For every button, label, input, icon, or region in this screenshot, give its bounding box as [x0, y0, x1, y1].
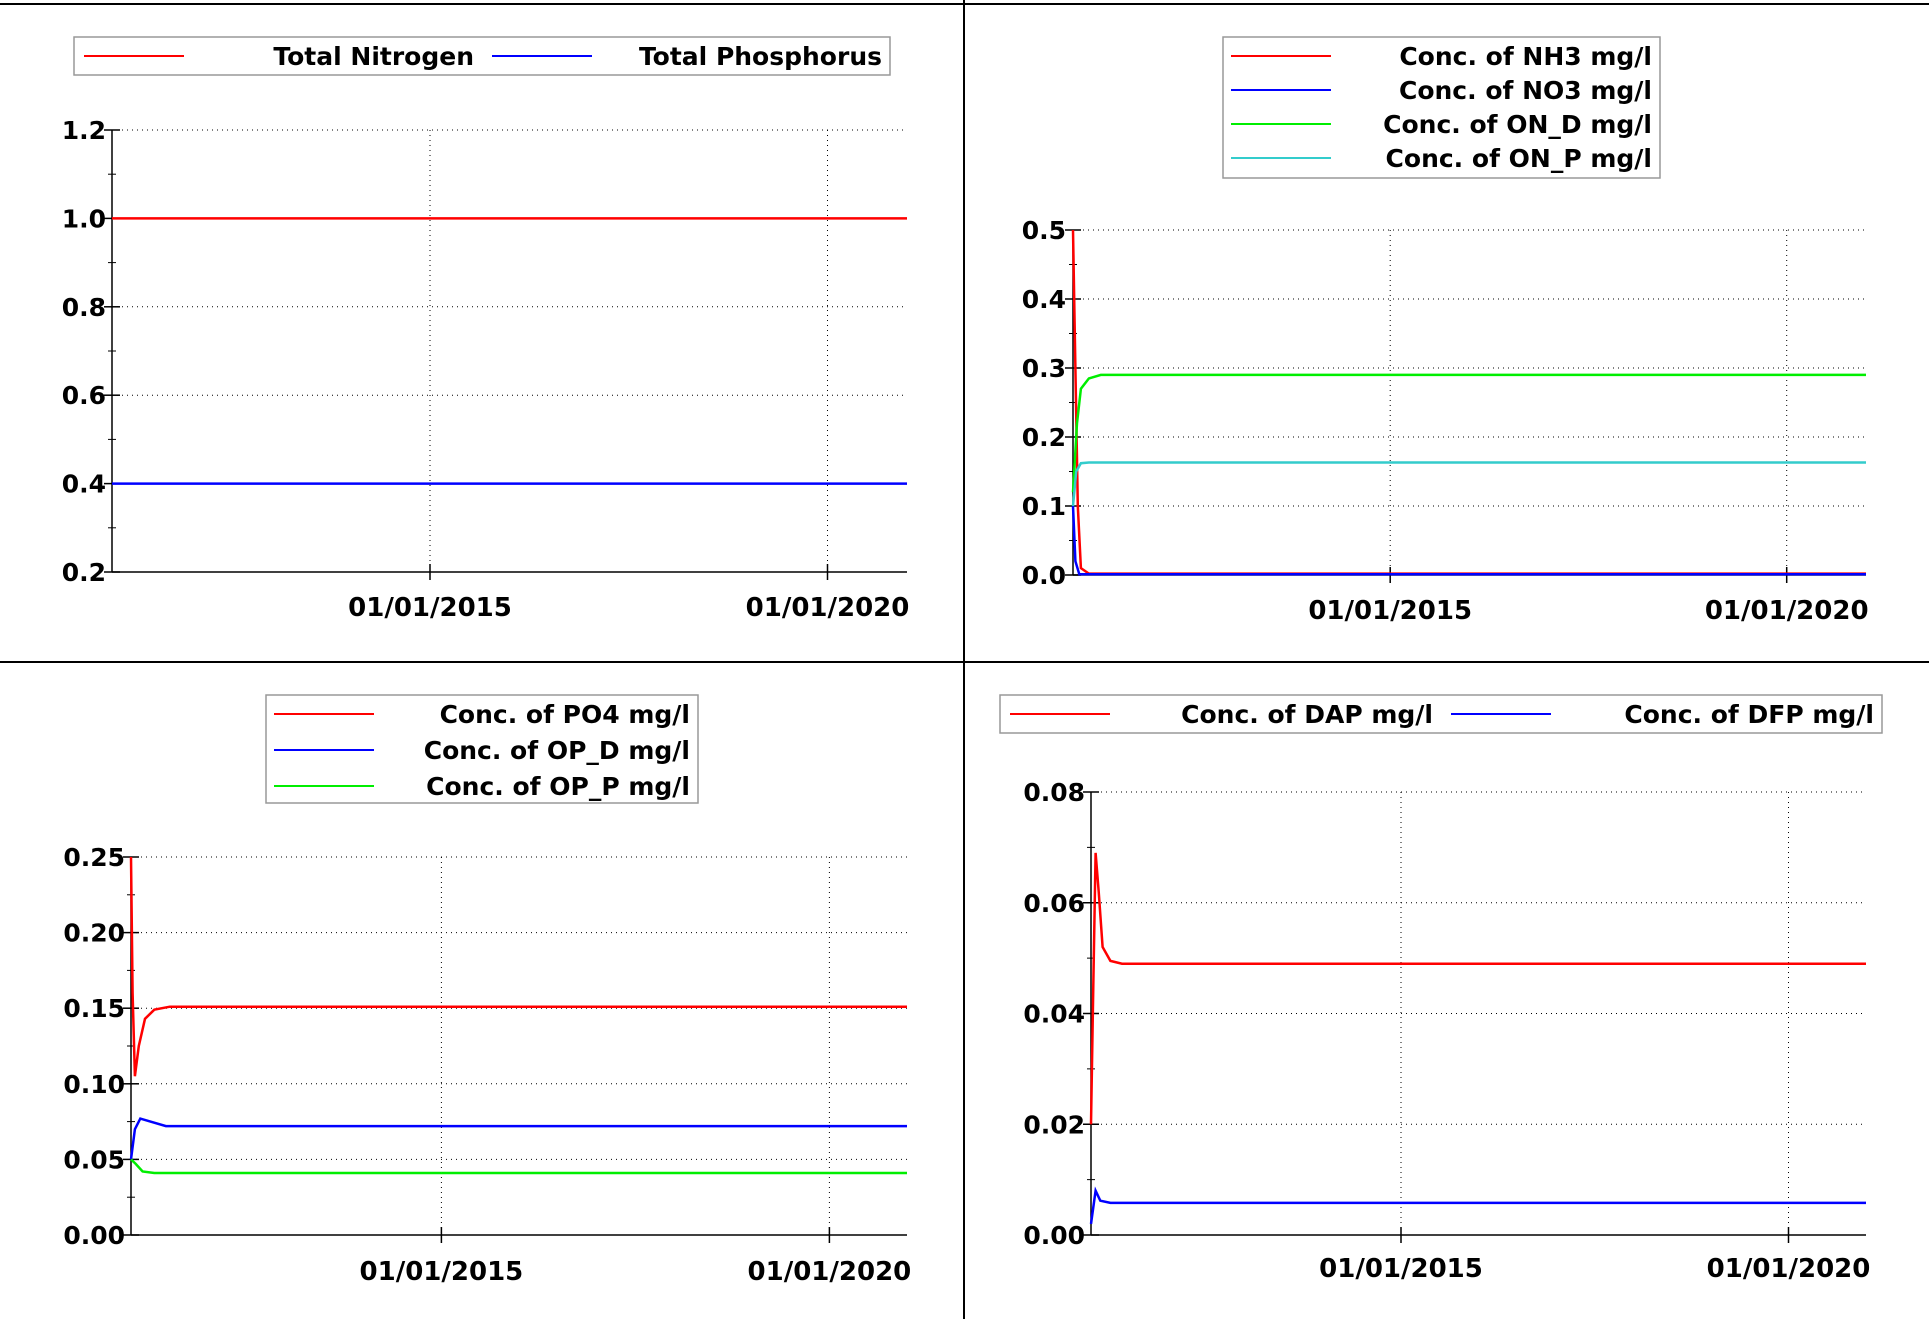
legend: Total Nitrogen Total Phosphorus [73, 36, 891, 76]
chart-panel-3: 0.00 0.05 0.10 0.15 0.20 0.25 01/01/2015 01/01/… [63, 694, 912, 1287]
series-line-1 [1071, 229, 1866, 575]
y-tick-label: 0.0 [1022, 561, 1066, 590]
legend: Conc. of PO4 mg/l Conc. of OP_D mg/l Conc.… [265, 694, 699, 804]
y-tick-label: 0.6 [62, 381, 106, 410]
series-line-3 [130, 1158, 907, 1175]
series-line-1 [1089, 852, 1866, 1125]
x-tick-label: 01/01/2020 [746, 593, 910, 623]
series-line-1 [129, 856, 907, 1077]
y-tick-label: 0.06 [1023, 889, 1085, 918]
x-tick-label: 01/01/2020 [1705, 596, 1869, 626]
y-tick-label: 0.00 [1023, 1221, 1085, 1250]
legend: Conc. of NH3 mg/l Conc. of NO3 mg/l Conc. … [1222, 36, 1661, 179]
chart-panel-2: 0.0 0.1 0.2 0.3 0.4 0.5 01/01/2015 01/01/2020 Co… [1022, 36, 1869, 626]
x-tick-label: 01/01/2015 [360, 1257, 524, 1287]
y-tick-label: 0.4 [62, 470, 106, 499]
series-line-3 [1071, 373, 1866, 493]
legend-label: Conc. of ON_D mg/l [1383, 110, 1652, 139]
y-tick-label: 0.3 [1022, 354, 1066, 383]
y-tick-label: 0.5 [1022, 216, 1066, 245]
x-tick-label: 01/01/2020 [748, 1257, 912, 1287]
series-line-2 [1089, 1186, 1866, 1225]
y-tick-label: 1.0 [62, 204, 106, 233]
y-tick-label: 0.2 [62, 558, 106, 587]
y-tick-label: 1.2 [62, 116, 106, 145]
legend-label: Conc. of DAP mg/l [1181, 700, 1433, 729]
legend-label: Conc. of OP_D mg/l [424, 736, 690, 765]
y-tick-label: 0.25 [63, 843, 125, 872]
legend-label: Total Nitrogen [273, 42, 474, 71]
x-tick-label: 01/01/2020 [1707, 1254, 1871, 1284]
legend-label: Conc. of NO3 mg/l [1399, 76, 1652, 105]
legend: Conc. of DAP mg/l Conc. of DFP mg/l [999, 694, 1883, 734]
series-line-4 [1071, 461, 1866, 507]
legend-label: Conc. of OP_P mg/l [426, 772, 690, 801]
legend-label: Conc. of PO4 mg/l [440, 700, 690, 729]
y-tick-label: 0.1 [1022, 492, 1066, 521]
y-tick-label: 0.2 [1022, 423, 1066, 452]
legend-box [1222, 36, 1661, 179]
y-tick-label: 0.15 [63, 994, 125, 1023]
legend-label: Total Phosphorus [639, 42, 882, 71]
chart-panel-4: 0.00 0.02 0.04 0.06 0.08 01/01/2015 01/01/2020… [999, 694, 1883, 1284]
x-tick-label: 01/01/2015 [1308, 596, 1472, 626]
legend-label: Conc. of DFP mg/l [1624, 700, 1874, 729]
legend-label: Conc. of NH3 mg/l [1399, 42, 1652, 71]
legend-box [999, 694, 1883, 734]
y-tick-label: 0.08 [1023, 778, 1085, 807]
chart-panel-1: 0.2 0.4 0.6 0.8 1.0 1.2 01/01/2015 01/01/2020 To… [62, 36, 910, 623]
series-line-2 [129, 1117, 907, 1160]
y-tick-label: 0.20 [63, 919, 125, 948]
y-tick-label: 0.02 [1023, 1110, 1085, 1139]
y-tick-label: 0.04 [1023, 1000, 1085, 1029]
y-tick-label: 0.8 [62, 293, 106, 322]
legend-label: Conc. of ON_P mg/l [1386, 144, 1652, 173]
x-tick-label: 01/01/2015 [1319, 1254, 1483, 1284]
x-tick-label: 01/01/2015 [348, 593, 512, 623]
series-line-2 [1071, 505, 1866, 576]
legend-box [73, 36, 891, 76]
y-tick-label: 0.05 [63, 1145, 125, 1174]
y-tick-label: 0.10 [63, 1070, 125, 1099]
y-tick-label: 0.4 [1022, 285, 1066, 314]
y-tick-label: 0.00 [63, 1221, 125, 1250]
